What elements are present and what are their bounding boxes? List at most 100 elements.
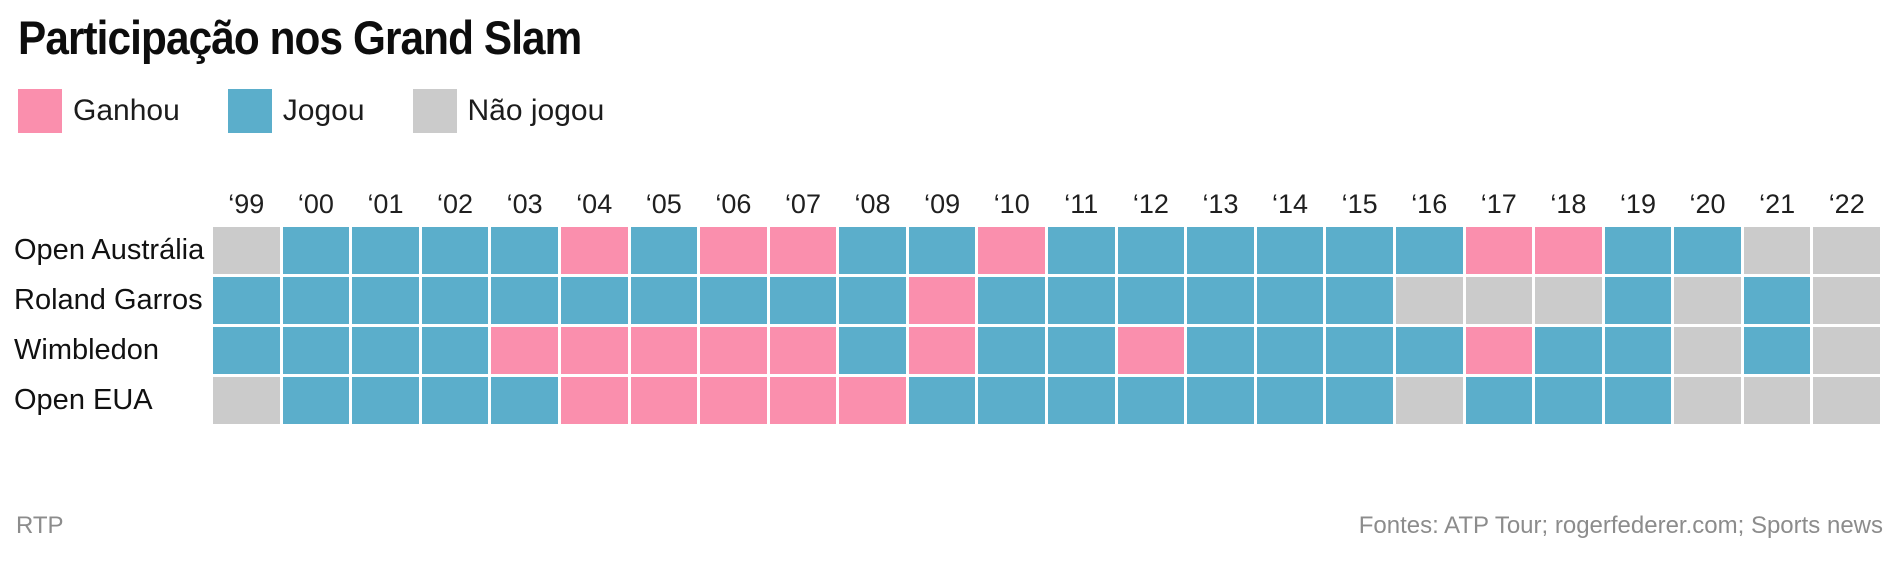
year-label: ‘11	[1064, 189, 1099, 219]
grid-cell	[1813, 227, 1880, 274]
year-label: ‘16	[1411, 189, 1448, 219]
year-label: ‘02	[437, 189, 474, 219]
year-label: ‘99	[228, 189, 265, 219]
grid-cell	[978, 327, 1045, 374]
grid-cell	[769, 377, 837, 424]
grid-cell	[1117, 277, 1185, 324]
grid-cell	[282, 277, 350, 324]
legend-label-nao-jogou: Não jogou	[467, 94, 605, 127]
grid-cell	[1117, 377, 1185, 424]
brand-rtp: RTP	[16, 512, 64, 539]
grid-cell	[1187, 377, 1254, 424]
grid-cell	[1326, 327, 1393, 374]
year-label: ‘09	[924, 189, 961, 219]
year-label: ‘14	[1272, 189, 1309, 219]
page-title: Participação nos Grand Slam	[18, 11, 582, 64]
legend: Ganhou Jogou Não jogou	[18, 89, 1903, 133]
grid-cell	[978, 227, 1045, 274]
grid-cell	[1743, 277, 1811, 324]
grid-cell	[1535, 277, 1602, 324]
legend-swatch-nao-jogou	[412, 89, 457, 133]
year-label: ‘13	[1202, 189, 1239, 219]
grid-cell	[560, 377, 628, 424]
grid-cell	[491, 277, 558, 324]
grid-cell	[213, 227, 280, 274]
grid-cell	[1465, 227, 1533, 274]
year-label: ‘08	[854, 189, 891, 219]
year-label: ‘22	[1828, 189, 1865, 219]
grid-cell	[630, 227, 698, 274]
grid-cell	[560, 327, 628, 374]
grid-cell	[839, 277, 906, 324]
grid-cell	[1187, 277, 1254, 324]
year-label: ‘01	[367, 189, 404, 219]
legend-swatch-jogou	[227, 89, 272, 133]
grid-cell	[352, 277, 419, 324]
grid-cell	[352, 327, 419, 374]
grid-cell	[839, 377, 906, 424]
year-label: ‘21	[1759, 189, 1796, 219]
grid-cell	[1465, 377, 1533, 424]
grid-cell	[1256, 227, 1324, 274]
grid-cell	[421, 227, 489, 274]
grid-cell	[908, 227, 976, 274]
grid-cell	[1187, 227, 1254, 274]
grid-cell	[839, 327, 906, 374]
grid-cell	[1465, 327, 1533, 374]
year-label: ‘07	[784, 189, 821, 219]
year-label: ‘05	[645, 189, 682, 219]
grid-cell	[839, 227, 906, 274]
grid-cell	[1674, 227, 1741, 274]
row-label: Open EUA	[14, 384, 153, 416]
grid-cell	[1117, 327, 1185, 374]
grid-cell	[491, 327, 558, 374]
year-label: ‘17	[1480, 189, 1517, 219]
grid-cell	[560, 277, 628, 324]
grid-row: Wimbledon	[14, 327, 1880, 374]
year-label: ‘12	[1132, 189, 1169, 219]
grid-cell	[1326, 377, 1393, 424]
legend-item-jogou: Jogou	[227, 89, 385, 133]
legend-item-ganhou: Ganhou	[18, 89, 200, 133]
legend-item-nao-jogou: Não jogou	[412, 89, 625, 133]
year-header: ‘99 ‘00 ‘01 ‘02 ‘03 ‘04 ‘05 ‘06 ‘07 ‘08 ‘09 ‘10 ‘11 ‘…	[14, 169, 1880, 227]
grid-cell	[1256, 377, 1324, 424]
year-label: ‘15	[1341, 189, 1378, 219]
grid-cell	[1256, 327, 1324, 374]
grid-row: Open EUA	[14, 377, 1880, 424]
grid-cell	[560, 227, 628, 274]
grid-cell	[1326, 277, 1393, 324]
grid-cell	[1674, 377, 1741, 424]
grid-cell	[1604, 327, 1672, 374]
row-label: Wimbledon	[14, 334, 160, 366]
grid-cell	[213, 327, 280, 374]
grid-cell	[1743, 377, 1811, 424]
grid-cell	[769, 227, 837, 274]
grid-cell	[1048, 327, 1115, 374]
grid-cell	[421, 377, 489, 424]
grid-cell	[282, 227, 350, 274]
row-label: Roland Garros	[14, 284, 203, 316]
grid-cell	[1395, 227, 1463, 274]
grid-cell	[1187, 327, 1254, 374]
legend-label-jogou: Jogou	[282, 94, 365, 127]
year-label: ‘04	[576, 189, 613, 219]
grid-row: Open Austrália	[14, 227, 1880, 274]
grid-cell	[282, 327, 350, 374]
grid-cell	[421, 327, 489, 374]
grid-cell	[1048, 377, 1115, 424]
grid-cell	[1674, 277, 1741, 324]
grid-cell	[491, 377, 558, 424]
grid-cell	[630, 277, 698, 324]
grid-cell	[352, 377, 419, 424]
grid-cell	[630, 377, 698, 424]
grid-cell	[700, 377, 767, 424]
grid-cell	[1256, 277, 1324, 324]
grid-cell	[1813, 277, 1880, 324]
year-label: ‘00	[297, 189, 334, 219]
grid-cell	[978, 377, 1045, 424]
year-label: ‘10	[993, 189, 1030, 219]
grid-cell	[908, 327, 976, 374]
grid-cell	[1395, 277, 1463, 324]
grid-cell	[1535, 227, 1602, 274]
